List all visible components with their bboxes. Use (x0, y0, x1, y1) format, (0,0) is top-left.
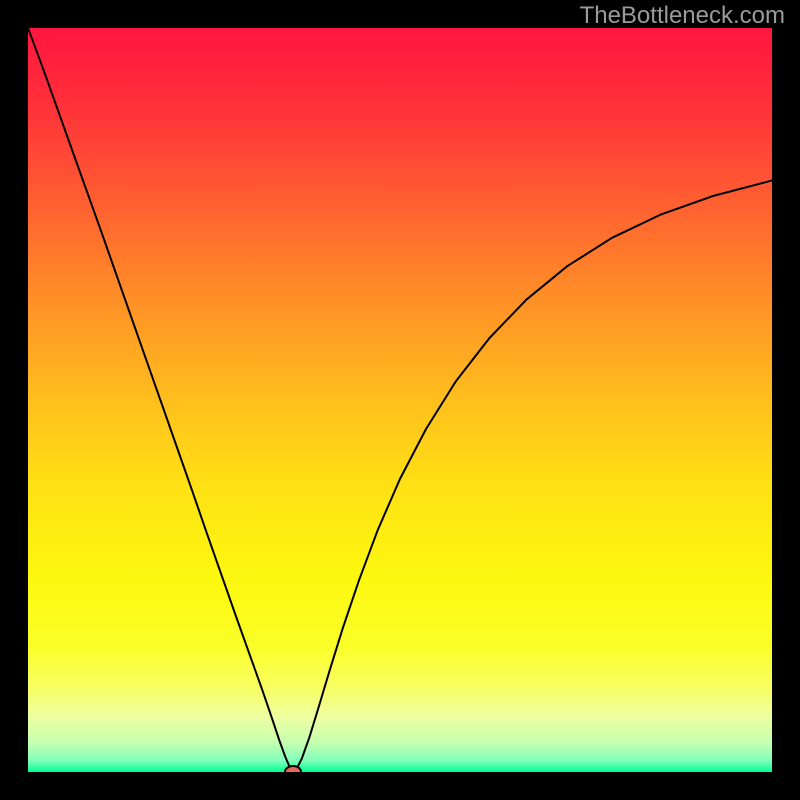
outer-frame: TheBottleneck.com (0, 0, 800, 800)
plot-area (28, 28, 772, 772)
watermark-text: TheBottleneck.com (580, 2, 785, 30)
optimum-marker (284, 765, 302, 772)
bottleneck-curve (28, 28, 772, 772)
curve-svg (28, 28, 772, 772)
